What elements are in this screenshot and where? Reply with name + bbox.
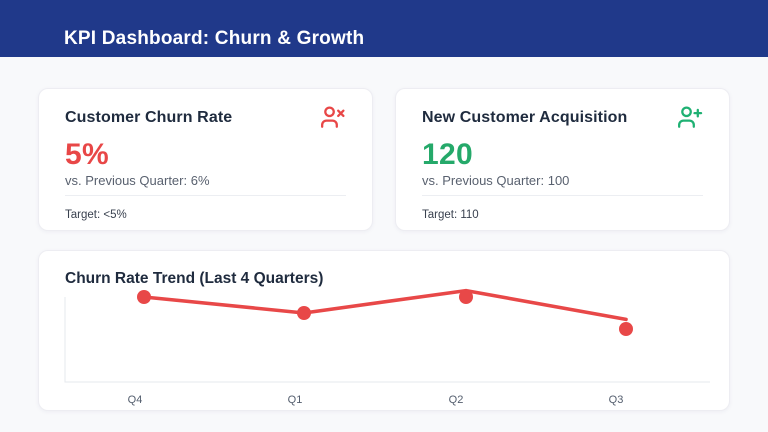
trend-line xyxy=(142,288,628,322)
chart-title: Churn Rate Trend (Last 4 Quarters) xyxy=(65,270,324,287)
kpi-target-churn: Target: <5% xyxy=(65,209,127,221)
dashboard-body: Customer Churn Rate 5% vs. Previous Quar… xyxy=(0,57,768,411)
divider xyxy=(422,195,703,196)
kpi-comparison-acquisition: vs. Previous Quarter: 100 xyxy=(422,173,570,188)
card-header: New Customer Acquisition xyxy=(422,104,703,130)
user-plus-icon xyxy=(677,104,703,130)
x-tick-label: Q4 xyxy=(128,394,143,406)
data-point-Q4[interactable] xyxy=(137,290,151,304)
x-tick-label: Q2 xyxy=(449,394,464,406)
x-axis-labels: Q4 Q1 Q2 Q3 xyxy=(128,394,624,406)
card-title: Customer Churn Rate xyxy=(65,109,233,126)
data-point-markers[interactable] xyxy=(137,290,633,336)
card-header: Customer Churn Rate xyxy=(65,104,346,130)
kpi-value-acquisition: 120 xyxy=(422,138,473,171)
kpi-card-churn-rate: Customer Churn Rate 5% vs. Previous Quar… xyxy=(38,88,373,231)
x-tick-label: Q3 xyxy=(609,394,624,406)
churn-trend-line-chart[interactable]: Q4 Q1 Q2 Q3 xyxy=(39,251,730,411)
card-title: New Customer Acquisition xyxy=(422,109,628,126)
chart-card: Churn Rate Trend (Last 4 Quarters) Q4 Q1… xyxy=(38,250,730,411)
kpi-cards-row: Customer Churn Rate 5% vs. Previous Quar… xyxy=(38,88,730,231)
axis-lines xyxy=(64,297,710,383)
kpi-value-churn: 5% xyxy=(65,138,109,171)
user-x-icon xyxy=(320,104,346,130)
kpi-comparison-churn: vs. Previous Quarter: 6% xyxy=(65,173,210,188)
kpi-card-new-customers: New Customer Acquisition 120 vs. Previou… xyxy=(395,88,730,231)
data-point-Q1[interactable] xyxy=(297,306,311,320)
data-point-Q3[interactable] xyxy=(619,322,633,336)
data-point-Q2[interactable] xyxy=(459,290,473,304)
x-tick-label: Q1 xyxy=(288,394,303,406)
page-title: KPI Dashboard: Churn & Growth xyxy=(64,28,365,49)
divider xyxy=(65,195,346,196)
kpi-target-acquisition: Target: 110 xyxy=(422,209,479,221)
app-header: KPI Dashboard: Churn & Growth xyxy=(0,0,768,57)
